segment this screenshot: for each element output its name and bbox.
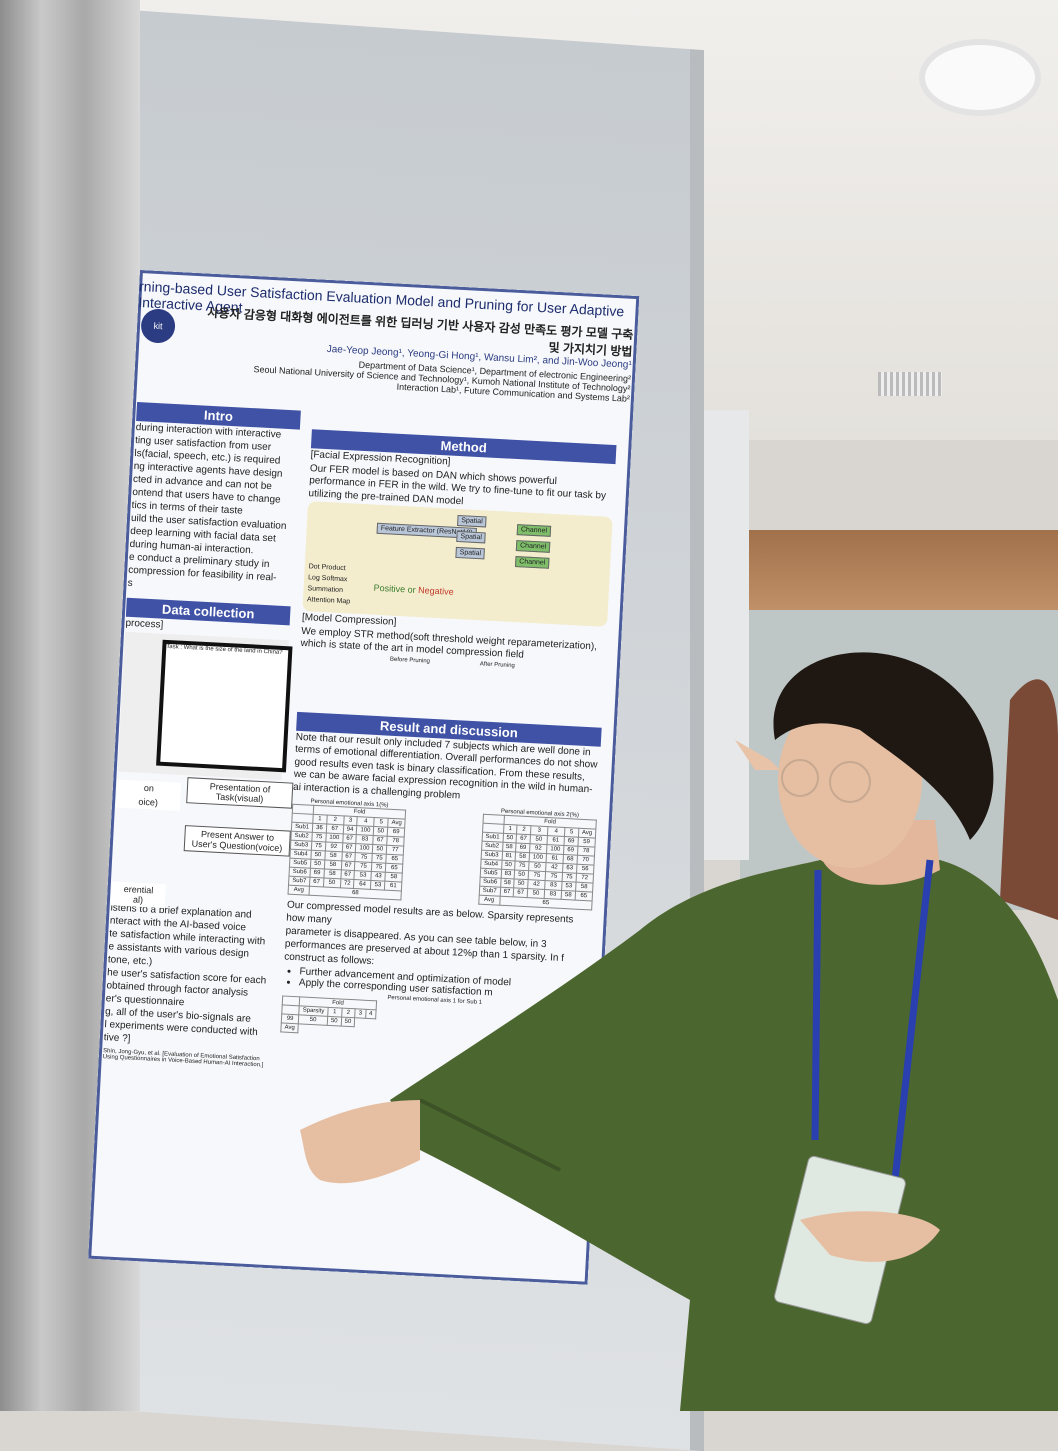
vent xyxy=(878,372,942,396)
sweater xyxy=(390,860,1058,1411)
photo: kit rning-based User Satisfaction Evalua… xyxy=(0,0,1058,1411)
bystander-hand xyxy=(735,740,780,770)
hair xyxy=(773,652,994,840)
sweater-fold xyxy=(419,1098,561,1172)
person-layer xyxy=(300,652,1058,1411)
gesturing-hand xyxy=(800,1211,940,1262)
pointing-hand xyxy=(300,1100,420,1184)
lanyard xyxy=(811,859,934,1181)
glasses xyxy=(781,759,819,797)
ceiling-light xyxy=(925,45,1035,110)
bystander-hair xyxy=(1000,679,1058,920)
glasses xyxy=(829,761,871,803)
wood-wall xyxy=(740,530,1058,610)
